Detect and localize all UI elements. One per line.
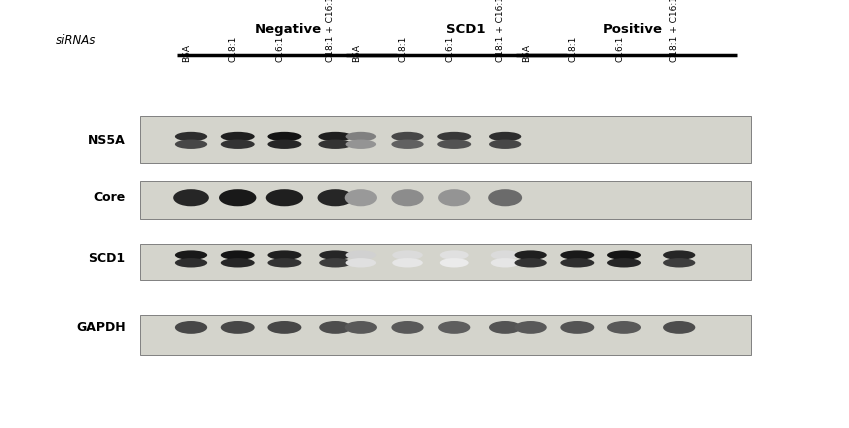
Ellipse shape (267, 140, 301, 149)
Ellipse shape (267, 132, 301, 141)
Ellipse shape (438, 321, 470, 334)
Ellipse shape (514, 258, 547, 268)
Ellipse shape (440, 250, 469, 260)
Ellipse shape (663, 250, 695, 260)
Ellipse shape (345, 321, 377, 334)
Ellipse shape (175, 140, 207, 149)
Ellipse shape (391, 189, 424, 206)
Text: BSA: BSA (521, 44, 531, 62)
Ellipse shape (391, 132, 424, 141)
Ellipse shape (560, 258, 594, 268)
Ellipse shape (346, 258, 376, 268)
Ellipse shape (607, 321, 641, 334)
Ellipse shape (663, 258, 695, 268)
Ellipse shape (175, 132, 207, 141)
Ellipse shape (392, 258, 423, 268)
Ellipse shape (392, 250, 423, 260)
Text: C18:1: C18:1 (228, 36, 238, 62)
Ellipse shape (560, 250, 594, 260)
Ellipse shape (489, 132, 521, 141)
Ellipse shape (346, 132, 376, 141)
Text: SCD1: SCD1 (88, 253, 126, 265)
Ellipse shape (489, 321, 521, 334)
Ellipse shape (319, 321, 351, 334)
Text: C18:1 + C16:1: C18:1 + C16:1 (670, 0, 679, 62)
Ellipse shape (607, 250, 641, 260)
Ellipse shape (318, 132, 352, 141)
Ellipse shape (173, 189, 209, 206)
Ellipse shape (663, 321, 695, 334)
Text: siRNAs: siRNAs (56, 34, 97, 47)
Ellipse shape (491, 250, 520, 260)
Ellipse shape (266, 189, 303, 206)
Ellipse shape (221, 132, 255, 141)
Ellipse shape (491, 258, 520, 268)
Bar (140, 181, 751, 219)
Text: C18:1 + C16:1: C18:1 + C16:1 (326, 0, 335, 62)
Ellipse shape (267, 250, 301, 260)
Ellipse shape (391, 321, 424, 334)
Ellipse shape (437, 132, 471, 141)
Ellipse shape (267, 321, 301, 334)
Ellipse shape (175, 258, 207, 268)
Text: C18:1 + C16:1: C18:1 + C16:1 (496, 0, 505, 62)
Text: C18:1: C18:1 (398, 36, 408, 62)
Ellipse shape (438, 189, 470, 206)
Ellipse shape (267, 258, 301, 268)
Ellipse shape (560, 321, 594, 334)
Text: Core: Core (93, 191, 126, 204)
Ellipse shape (488, 189, 522, 206)
Text: NS5A: NS5A (88, 134, 126, 147)
Ellipse shape (175, 321, 207, 334)
Text: BSA: BSA (351, 44, 361, 62)
Ellipse shape (221, 321, 255, 334)
Text: Positive: Positive (603, 24, 662, 36)
Ellipse shape (489, 140, 521, 149)
Ellipse shape (437, 140, 471, 149)
Ellipse shape (221, 250, 255, 260)
Bar (140, 315, 751, 355)
Ellipse shape (391, 140, 424, 149)
Ellipse shape (345, 189, 377, 206)
Ellipse shape (318, 140, 352, 149)
Text: C16:1: C16:1 (275, 36, 284, 62)
Text: C16:1: C16:1 (615, 36, 624, 62)
Text: C16:1: C16:1 (445, 36, 454, 62)
Ellipse shape (514, 321, 547, 334)
Ellipse shape (440, 258, 469, 268)
Ellipse shape (319, 250, 351, 260)
Text: Negative: Negative (255, 24, 323, 36)
Text: SCD1: SCD1 (446, 24, 485, 36)
Ellipse shape (221, 140, 255, 149)
Ellipse shape (346, 140, 376, 149)
Ellipse shape (318, 189, 353, 206)
Ellipse shape (514, 250, 547, 260)
Text: BSA: BSA (182, 44, 191, 62)
Bar (140, 116, 751, 163)
Ellipse shape (221, 258, 255, 268)
Bar (140, 244, 751, 280)
Text: C18:1: C18:1 (568, 36, 577, 62)
Ellipse shape (346, 250, 376, 260)
Ellipse shape (219, 189, 256, 206)
Ellipse shape (607, 258, 641, 268)
Ellipse shape (319, 258, 351, 268)
Text: GAPDH: GAPDH (76, 321, 126, 334)
Ellipse shape (175, 250, 207, 260)
